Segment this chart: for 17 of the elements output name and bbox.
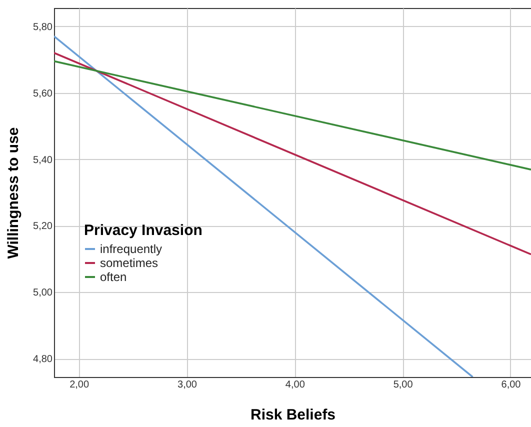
- y-tick-label: 5,60: [33, 88, 53, 100]
- x-tick-label: 6,00: [501, 380, 522, 390]
- legend-label: infrequently: [100, 242, 162, 256]
- x-axis-title: Risk Beliefs: [250, 406, 336, 424]
- legend-label: sometimes: [100, 256, 158, 270]
- legend-title: Privacy Invasion: [84, 222, 202, 239]
- y-tick-label: 5,80: [33, 22, 53, 33]
- x-tick-label: 3,00: [178, 380, 198, 390]
- y-tick-label: 4,80: [33, 354, 53, 366]
- legend-label: often: [100, 270, 127, 284]
- x-tick-label: 5,00: [393, 380, 414, 390]
- y-tick-label: 5,00: [33, 288, 53, 299]
- x-tick-label: 4,00: [285, 380, 306, 390]
- y-tick-label: 5,20: [33, 221, 53, 232]
- y-tick-label: 5,40: [33, 154, 53, 166]
- y-axis-title: Willingness to use: [5, 127, 22, 259]
- x-tick-label: 2,00: [70, 380, 90, 390]
